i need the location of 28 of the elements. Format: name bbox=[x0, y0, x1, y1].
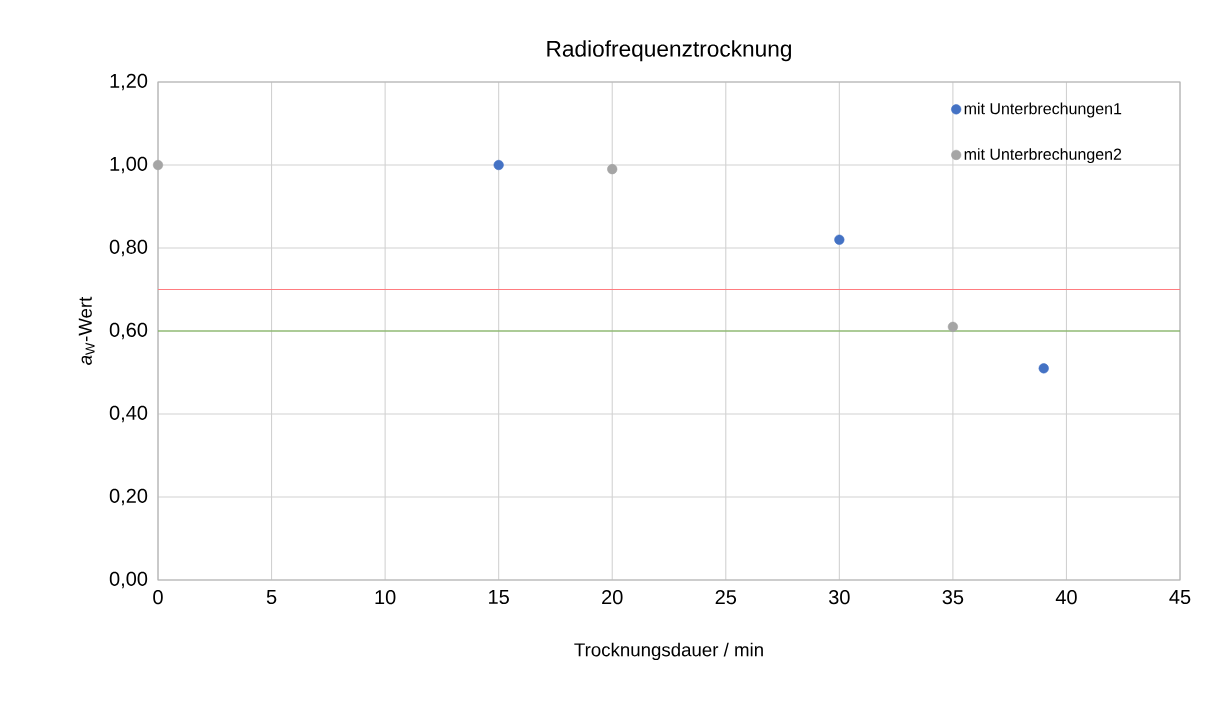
x-tick-label: 25 bbox=[715, 590, 737, 605]
x-tick-label: 45 bbox=[1169, 590, 1191, 604]
point bbox=[152, 159, 164, 171]
point bbox=[834, 234, 845, 245]
chart-title: Radiofrequenztrocknung bbox=[547, 40, 791, 62]
y-axis-title: a$_{W}$-Wert bbox=[78, 296, 95, 365]
y-tick-label: 0,60 bbox=[109, 322, 148, 340]
legend-label: mit Unterbrechungen1 bbox=[964, 102, 1122, 118]
point bbox=[1038, 363, 1049, 374]
x-tick-label: 30 bbox=[828, 590, 850, 605]
x-axis-title: Trocknungsdauer / min bbox=[574, 642, 763, 661]
x-tick-label: 15 bbox=[489, 590, 509, 604]
y-tick-label: 0,00 bbox=[109, 571, 148, 589]
point bbox=[493, 159, 504, 171]
legend-label: mit Unterbrechungen2 bbox=[964, 148, 1122, 164]
y-tick-label: 1,20 bbox=[110, 73, 148, 91]
x-tick-label: 5 bbox=[266, 590, 277, 604]
x-tick-label: 20 bbox=[602, 590, 623, 605]
x-tick-label: 40 bbox=[1055, 590, 1077, 605]
y-tick-label: 0,40 bbox=[109, 405, 148, 423]
x-tick-label: 35 bbox=[942, 590, 964, 605]
y-tick-label: 0,20 bbox=[109, 488, 148, 506]
x-tick-label: 0 bbox=[153, 590, 163, 605]
x-tick-label: 10 bbox=[375, 590, 396, 605]
y-tick-label: 1,00 bbox=[110, 156, 148, 174]
point bbox=[607, 164, 618, 175]
point bbox=[947, 321, 958, 332]
y-tick-label: 0,80 bbox=[109, 239, 148, 257]
